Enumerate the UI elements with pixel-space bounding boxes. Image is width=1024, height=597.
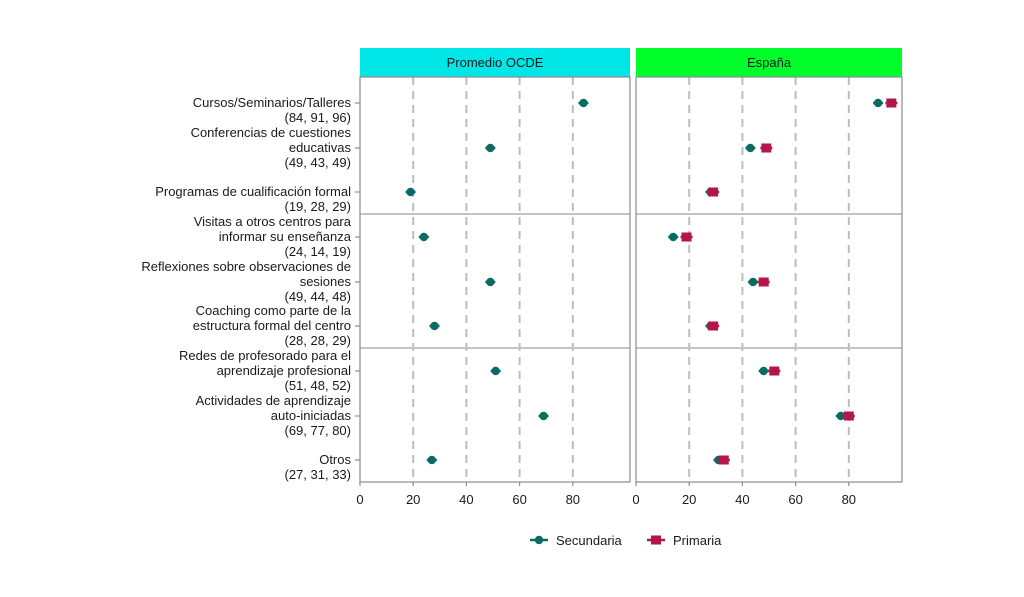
category-label: Otros(27, 31, 33) bbox=[285, 452, 360, 482]
category-values: (28, 28, 29) bbox=[285, 333, 352, 348]
category-label: Actividades de aprendizajeauto-iniciadas… bbox=[196, 393, 360, 438]
point-primaria bbox=[681, 232, 692, 242]
panels: Promedio OCDE 0 20 40 60 80 España 0 20 40 60 80 bbox=[356, 48, 903, 507]
legend-circle-icon bbox=[534, 535, 544, 545]
category-name-line: informar su enseñanza bbox=[219, 229, 352, 244]
x-tick-label: 20 bbox=[406, 492, 420, 507]
point-secundaria bbox=[430, 321, 439, 331]
category-name-line: Visitas a otros centros para bbox=[194, 214, 352, 229]
point-secundaria bbox=[873, 98, 883, 108]
x-tick-label: 60 bbox=[788, 492, 802, 507]
category-values: (49, 44, 48) bbox=[285, 289, 352, 304]
x-tick-label: 0 bbox=[632, 492, 639, 507]
category-name-line: Redes de profesorado para el bbox=[179, 348, 351, 363]
point-secundaria bbox=[406, 187, 415, 197]
x-tick-label: 40 bbox=[459, 492, 473, 507]
category-labels: Cursos/Seminarios/Talleres(84, 91, 96)Co… bbox=[141, 95, 360, 482]
panel-strip bbox=[360, 48, 630, 77]
category-name-line: Reflexiones sobre observaciones de bbox=[141, 259, 351, 274]
legend-label: Secundaria bbox=[556, 533, 623, 548]
point-primaria bbox=[886, 98, 897, 108]
point-primaria bbox=[758, 277, 769, 287]
panel-border bbox=[635, 76, 903, 483]
point-secundaria bbox=[759, 366, 768, 376]
category-values: (84, 91, 96) bbox=[285, 110, 352, 125]
point-secundaria bbox=[427, 455, 437, 465]
point-primaria bbox=[769, 366, 780, 376]
x-tick-label: 60 bbox=[512, 492, 526, 507]
category-label: Reflexiones sobre observaciones desesion… bbox=[141, 259, 360, 304]
x-tick-label: 40 bbox=[735, 492, 749, 507]
panel-title: España bbox=[747, 55, 792, 70]
point-secundaria bbox=[669, 232, 678, 242]
point-primaria bbox=[718, 455, 729, 465]
legend-item-secundaria: Secundaria bbox=[530, 533, 623, 548]
panel-strip bbox=[636, 48, 902, 77]
x-tick-label: 20 bbox=[682, 492, 696, 507]
panel-ocde: Promedio OCDE 0 20 40 60 80 bbox=[356, 48, 631, 507]
category-name-line: Coaching como parte de la bbox=[196, 303, 352, 318]
x-tick-label: 0 bbox=[356, 492, 363, 507]
category-values: (27, 31, 33) bbox=[285, 467, 352, 482]
point-primaria bbox=[708, 187, 719, 197]
category-name-line: Programas de cualificación formal bbox=[155, 184, 351, 199]
point-secundaria bbox=[491, 366, 500, 376]
panel-border bbox=[359, 76, 631, 483]
legend-item-primaria: Primaria bbox=[647, 533, 722, 548]
category-name-line: Cursos/Seminarios/Talleres bbox=[193, 95, 352, 110]
category-name-line: estructura formal del centro bbox=[193, 318, 351, 333]
panel-title: Promedio OCDE bbox=[447, 55, 544, 70]
category-label: Conferencias de cuestioneseducativas(49,… bbox=[191, 125, 360, 170]
category-values: (19, 28, 29) bbox=[285, 199, 352, 214]
x-tick-label: 80 bbox=[842, 492, 856, 507]
category-name-line: Actividades de aprendizaje bbox=[196, 393, 351, 408]
panel-espana: España 0 20 40 60 80 bbox=[632, 48, 903, 507]
category-label: Cursos/Seminarios/Talleres(84, 91, 96) bbox=[193, 95, 360, 125]
legend-square-icon bbox=[651, 535, 661, 545]
legend: Secundaria Primaria bbox=[530, 533, 722, 548]
category-values: (51, 48, 52) bbox=[285, 378, 352, 393]
point-secundaria bbox=[539, 411, 548, 421]
point-primaria bbox=[708, 321, 719, 331]
category-label: Programas de cualificación formal(19, 28… bbox=[155, 184, 360, 214]
point-primaria bbox=[843, 411, 854, 421]
point-secundaria bbox=[579, 98, 588, 108]
category-label: Redes de profesorado para elaprendizaje … bbox=[179, 348, 360, 393]
category-name-line: aprendizaje profesional bbox=[217, 363, 352, 378]
point-secundaria bbox=[836, 411, 846, 421]
category-name-line: sesiones bbox=[300, 274, 352, 289]
point-secundaria bbox=[419, 232, 429, 242]
category-values: (49, 43, 49) bbox=[285, 155, 352, 170]
category-name-line: auto-iniciadas bbox=[271, 408, 352, 423]
point-primaria bbox=[761, 143, 772, 153]
category-name-line: Otros bbox=[319, 452, 351, 467]
category-name-line: educativas bbox=[289, 140, 352, 155]
category-values: (69, 77, 80) bbox=[285, 423, 352, 438]
point-secundaria bbox=[748, 277, 758, 287]
x-tick-label: 80 bbox=[566, 492, 580, 507]
point-secundaria bbox=[746, 143, 755, 153]
category-name-line: Conferencias de cuestiones bbox=[191, 125, 352, 140]
point-secundaria bbox=[486, 277, 495, 287]
legend-label: Primaria bbox=[673, 533, 722, 548]
category-values: (24, 14, 19) bbox=[285, 244, 352, 259]
point-secundaria bbox=[486, 143, 495, 153]
